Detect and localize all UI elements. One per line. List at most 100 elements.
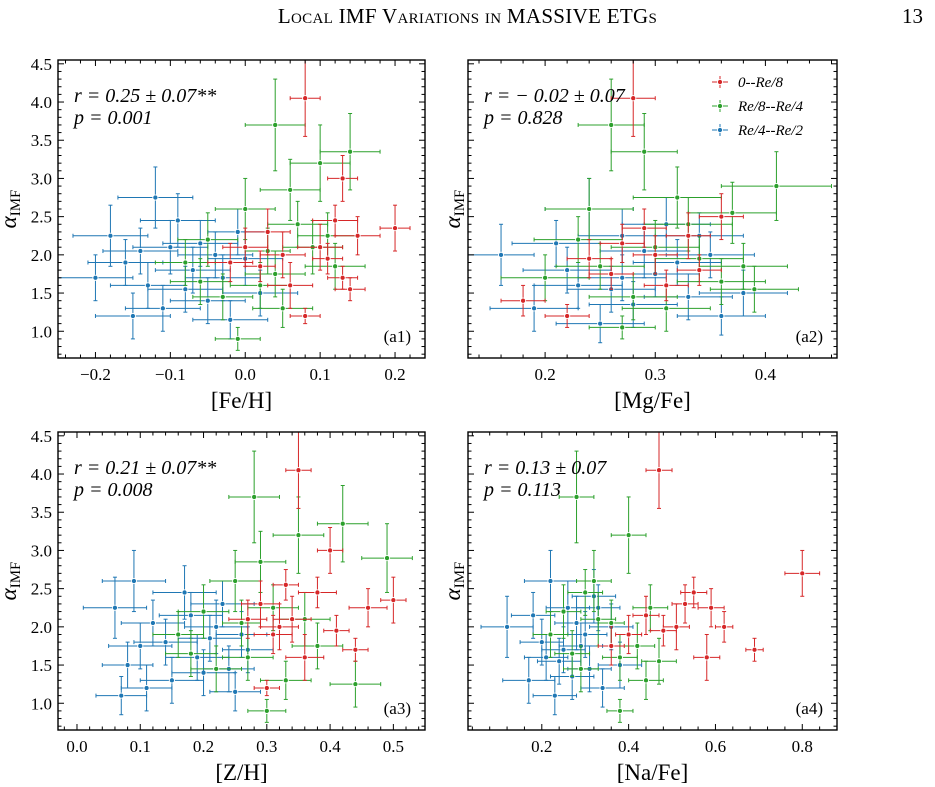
marker <box>660 627 667 634</box>
marker <box>616 654 623 661</box>
y-tick-label: 2.5 <box>31 580 52 599</box>
marker <box>352 646 359 653</box>
marker <box>718 213 725 220</box>
data-point <box>662 603 690 651</box>
x-tick-label: 0.3 <box>645 365 666 384</box>
marker <box>152 194 159 201</box>
marker <box>575 236 582 243</box>
data-point <box>588 315 656 340</box>
marker <box>242 244 249 251</box>
x-tick-label: 0.2 <box>531 737 552 756</box>
marker <box>663 282 670 289</box>
x-tick-label: −0.2 <box>80 365 111 384</box>
data-point <box>267 261 314 309</box>
data-point <box>334 216 381 256</box>
panel-a4: 0.2 0.4 0.6 0.8 [Na/Fe] αIMF r = 0.13 ± 0.07p … <box>440 431 838 785</box>
data-point <box>532 676 578 716</box>
x-tick-label: 0.6 <box>705 737 726 756</box>
data-point <box>312 242 344 275</box>
marker <box>347 148 354 155</box>
data-point <box>671 584 699 624</box>
marker <box>391 225 399 232</box>
data-point <box>606 698 634 723</box>
data-point <box>532 611 569 658</box>
data-point <box>244 250 276 283</box>
marker <box>647 604 654 611</box>
data-point <box>207 242 254 283</box>
data-point <box>209 549 261 613</box>
data-point <box>576 549 612 613</box>
marker <box>619 324 626 331</box>
data-point <box>784 549 821 597</box>
data-point <box>468 223 535 286</box>
data-point <box>588 273 678 321</box>
marker <box>182 259 189 266</box>
y-tick-label: 4.5 <box>31 55 52 74</box>
stat-r: r = 0.21 ± 0.07** <box>74 457 216 479</box>
marker <box>289 616 296 623</box>
data-point <box>641 637 677 685</box>
y-axis-label: αIMF <box>0 190 24 229</box>
marker <box>232 577 239 585</box>
marker <box>219 600 226 607</box>
marker <box>551 692 558 699</box>
data-point <box>676 254 722 286</box>
x-axis-label: [Na/Fe] <box>617 760 689 785</box>
marker <box>740 263 747 270</box>
marker <box>616 707 623 714</box>
y-axis-label: αIMF <box>0 562 24 601</box>
page-number: 13 <box>902 4 923 28</box>
marker <box>383 555 391 562</box>
stat-p: p = 0.008 <box>72 479 153 501</box>
data-point <box>154 239 216 286</box>
data-point <box>165 630 217 678</box>
marker <box>608 642 615 649</box>
series-blue <box>468 177 788 344</box>
marker <box>641 225 648 232</box>
marker <box>175 631 182 638</box>
data-point <box>555 242 645 290</box>
marker <box>751 286 758 293</box>
marker <box>577 665 584 672</box>
marker <box>257 558 264 565</box>
data-point <box>253 614 293 655</box>
data-point <box>289 60 321 137</box>
data-point <box>522 246 612 294</box>
data-point <box>117 166 194 229</box>
y-tick-label: 2.5 <box>31 208 52 227</box>
data-layer <box>82 432 413 723</box>
marker <box>573 493 580 500</box>
marker <box>317 160 324 167</box>
data-point <box>87 239 164 286</box>
marker <box>595 616 602 623</box>
marker <box>187 650 194 657</box>
marker <box>263 707 270 714</box>
marker <box>187 612 194 619</box>
data-point <box>289 307 321 325</box>
marker <box>655 658 663 665</box>
legend-marker <box>716 78 724 86</box>
marker <box>213 623 220 630</box>
data-point <box>698 193 744 241</box>
marker <box>365 604 372 611</box>
marker <box>690 589 697 596</box>
marker <box>799 570 806 577</box>
data-point <box>610 496 647 574</box>
y-axis-label: αIMF <box>440 190 468 229</box>
data-point <box>169 277 246 325</box>
series-red <box>207 60 411 325</box>
data-point <box>327 155 359 202</box>
marker <box>282 581 289 588</box>
y-tick-label: 3.0 <box>31 541 52 560</box>
marker <box>339 274 346 281</box>
stat-r: r = 0.13 ± 0.07 <box>484 457 607 479</box>
data-point <box>380 576 407 624</box>
series-green <box>152 450 413 723</box>
marker <box>263 684 270 692</box>
data-point <box>567 569 604 616</box>
data-point <box>500 284 546 317</box>
y-tick-label: 3.0 <box>31 169 52 188</box>
data-point <box>72 204 149 267</box>
marker <box>531 305 538 312</box>
